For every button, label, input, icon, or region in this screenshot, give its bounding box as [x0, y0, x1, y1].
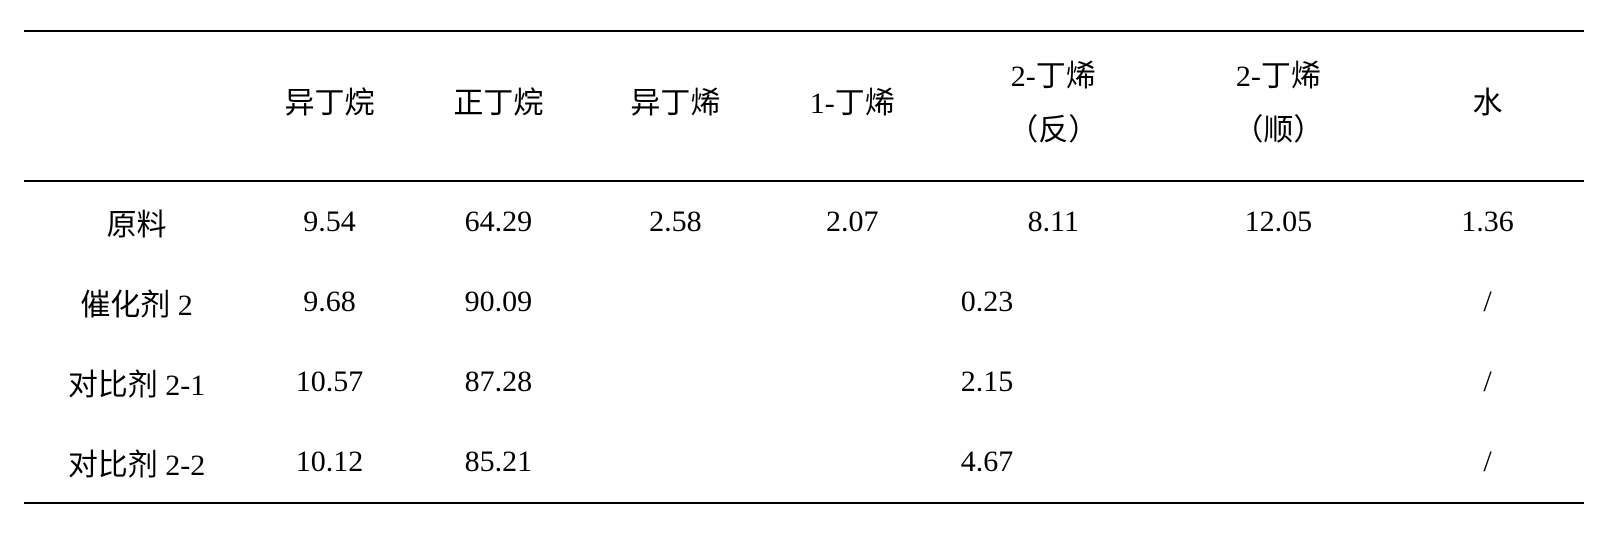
cell: 9.68 — [249, 262, 410, 342]
cell — [587, 422, 764, 503]
composition-table: 异丁烷 正丁烷 异丁烯 1-丁烯 2-丁烯（反） 2-丁烯（顺） 水 原料 9.… — [24, 30, 1584, 504]
cell: 64.29 — [410, 181, 587, 262]
cell — [764, 262, 941, 342]
cell: 10.12 — [249, 422, 410, 503]
cell: 2.58 — [587, 181, 764, 262]
cell: 2.15 — [941, 342, 1166, 422]
table-row: 原料 9.54 64.29 2.58 2.07 8.11 12.05 1.36 — [24, 181, 1584, 262]
table-header-row: 异丁烷 正丁烷 异丁烯 1-丁烯 2-丁烯（反） 2-丁烯（顺） 水 — [24, 31, 1584, 181]
cell — [1166, 262, 1391, 342]
cell: 87.28 — [410, 342, 587, 422]
cell: 4.67 — [941, 422, 1166, 503]
cell: 9.54 — [249, 181, 410, 262]
cell: 1.36 — [1391, 181, 1584, 262]
col-header-blank — [24, 31, 249, 181]
cell: / — [1391, 262, 1584, 342]
cell — [587, 262, 764, 342]
cell: 2.07 — [764, 181, 941, 262]
cell: / — [1391, 342, 1584, 422]
cell — [587, 342, 764, 422]
col-header-1-butene: 1-丁烯 — [764, 31, 941, 181]
cell: 12.05 — [1166, 181, 1391, 262]
row-label: 对比剂 2-2 — [24, 422, 249, 503]
cell: 8.11 — [941, 181, 1166, 262]
table-row: 对比剂 2-2 10.12 85.21 4.67 / — [24, 422, 1584, 503]
row-label: 催化剂 2 — [24, 262, 249, 342]
cell: 10.57 — [249, 342, 410, 422]
cell — [1166, 422, 1391, 503]
cell — [1166, 342, 1391, 422]
col-header-isobutane: 异丁烷 — [249, 31, 410, 181]
cell: 0.23 — [941, 262, 1166, 342]
col-header-2-butene-trans: 2-丁烯（反） — [941, 31, 1166, 181]
col-header-n-butane: 正丁烷 — [410, 31, 587, 181]
cell — [764, 422, 941, 503]
cell: 85.21 — [410, 422, 587, 503]
row-label: 原料 — [24, 181, 249, 262]
col-header-water: 水 — [1391, 31, 1584, 181]
cell — [764, 342, 941, 422]
cell: 90.09 — [410, 262, 587, 342]
col-header-2-butene-cis: 2-丁烯（顺） — [1166, 31, 1391, 181]
table-row: 对比剂 2-1 10.57 87.28 2.15 / — [24, 342, 1584, 422]
col-header-isobutene: 异丁烯 — [587, 31, 764, 181]
row-label: 对比剂 2-1 — [24, 342, 249, 422]
cell: / — [1391, 422, 1584, 503]
table-row: 催化剂 2 9.68 90.09 0.23 / — [24, 262, 1584, 342]
